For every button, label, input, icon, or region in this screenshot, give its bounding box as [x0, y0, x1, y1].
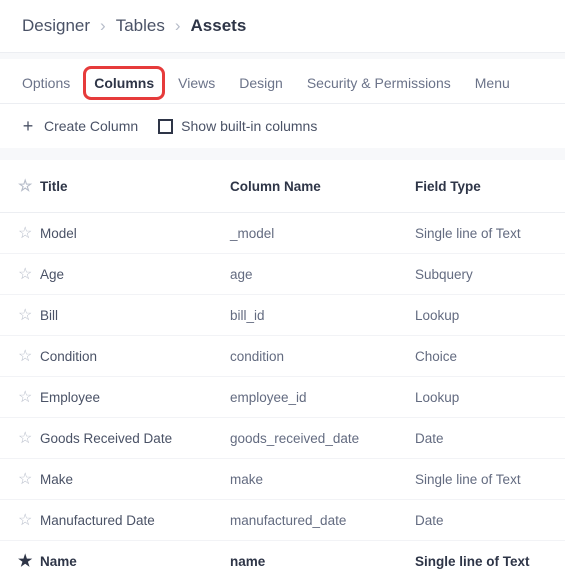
cell-column-name: goods_received_date [230, 418, 415, 459]
tab-options[interactable]: Options [12, 67, 80, 103]
chevron-right-icon: › [100, 16, 106, 36]
cell-field-type: Single line of Text [415, 213, 565, 254]
cell-field-type: Single line of Text [415, 459, 565, 500]
table-row[interactable]: ★ NamenameSingle line of Text [0, 541, 565, 581]
star-icon[interactable]: ☆ [18, 389, 32, 406]
header-column-name[interactable]: Column Name [230, 160, 415, 213]
cell-field-type: Single line of Text [415, 541, 565, 581]
table-row[interactable]: ☆ Model_modelSingle line of Text [0, 213, 565, 254]
cell-title: Manufactured Date [40, 500, 230, 541]
cell-field-type: Lookup [415, 295, 565, 336]
show-builtin-label: Show built-in columns [181, 118, 317, 134]
cell-column-name: bill_id [230, 295, 415, 336]
chevron-right-icon: › [175, 16, 181, 36]
tab-security[interactable]: Security & Permissions [297, 67, 461, 103]
cell-field-type: Choice [415, 336, 565, 377]
table-row[interactable]: ☆ Goods Received Dategoods_received_dateD… [0, 418, 565, 459]
star-icon[interactable]: ☆ [18, 266, 32, 283]
cell-field-type: Lookup [415, 377, 565, 418]
breadcrumb-tables[interactable]: Tables [116, 16, 165, 36]
create-column-label: Create Column [44, 118, 138, 134]
table-row[interactable]: ☆ Billbill_idLookup [0, 295, 565, 336]
tab-columns[interactable]: Columns [84, 67, 164, 99]
star-icon[interactable]: ☆ [18, 430, 32, 447]
header-star: ☆ [0, 160, 40, 213]
columns-table: ☆ Title Column Name Field Type ☆Model_mo… [0, 160, 565, 581]
cell-title: Bill [40, 295, 230, 336]
cell-field-type: Date [415, 418, 565, 459]
table-row[interactable]: ☆ Employeeemployee_idLookup [0, 377, 565, 418]
cell-title: Employee [40, 377, 230, 418]
star-icon[interactable]: ☆ [18, 512, 32, 529]
cell-field-type: Date [415, 500, 565, 541]
breadcrumb-root[interactable]: Designer [22, 16, 90, 36]
cell-title: Make [40, 459, 230, 500]
breadcrumb-current: Assets [191, 16, 247, 36]
cell-column-name: _model [230, 213, 415, 254]
table-row[interactable]: ☆ MakemakeSingle line of Text [0, 459, 565, 500]
cell-title: Condition [40, 336, 230, 377]
star-icon[interactable]: ☆ [18, 348, 32, 365]
cell-column-name: make [230, 459, 415, 500]
table-row[interactable]: ☆ AgeageSubquery [0, 254, 565, 295]
breadcrumb: Designer › Tables › Assets [0, 0, 565, 53]
create-column-button[interactable]: + Create Column [20, 118, 138, 134]
star-icon[interactable]: ☆ [18, 471, 32, 488]
checkbox-icon [158, 119, 173, 134]
cell-column-name: manufactured_date [230, 500, 415, 541]
cell-title: Goods Received Date [40, 418, 230, 459]
show-builtin-toggle[interactable]: Show built-in columns [158, 118, 317, 134]
cell-title: Name [40, 541, 230, 581]
cell-column-name: employee_id [230, 377, 415, 418]
cell-column-name: name [230, 541, 415, 581]
cell-title: Model [40, 213, 230, 254]
star-icon[interactable]: ★ [18, 553, 32, 570]
cell-field-type: Subquery [415, 254, 565, 295]
table-row[interactable]: ☆ ConditionconditionChoice [0, 336, 565, 377]
cell-title: Age [40, 254, 230, 295]
toolbar: + Create Column Show built-in columns [0, 104, 565, 148]
tab-design[interactable]: Design [229, 67, 293, 103]
header-title[interactable]: Title [40, 160, 230, 213]
header-field-type[interactable]: Field Type [415, 160, 565, 213]
tabs: Options Columns Views Design Security & … [0, 59, 565, 104]
plus-icon: + [20, 118, 36, 134]
star-icon[interactable]: ☆ [18, 225, 32, 242]
tab-menu[interactable]: Menu [465, 67, 520, 103]
tab-views[interactable]: Views [168, 67, 225, 103]
cell-column-name: age [230, 254, 415, 295]
cell-column-name: condition [230, 336, 415, 377]
star-icon[interactable]: ☆ [18, 307, 32, 324]
table-row[interactable]: ☆ Manufactured Datemanufactured_dateDate [0, 500, 565, 541]
